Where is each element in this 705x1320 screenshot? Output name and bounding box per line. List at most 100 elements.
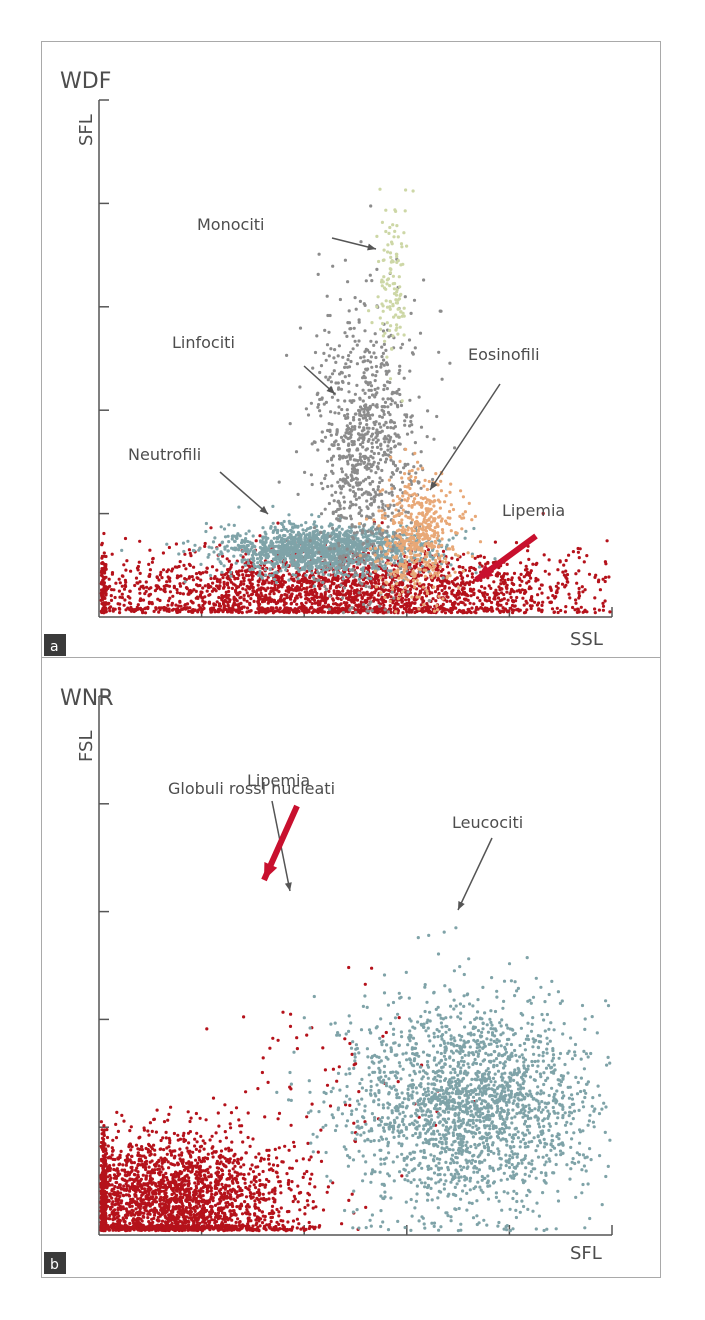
data-point [359,459,364,463]
data-point [493,597,497,601]
data-point [327,501,331,506]
data-point [219,604,223,608]
data-point [138,571,142,576]
data-point [577,596,581,600]
data-point [523,590,527,594]
data-point [343,434,347,438]
data-point [355,546,360,550]
data-point [472,592,476,597]
data-point [104,575,108,579]
data-point [604,575,608,580]
data-point [473,567,477,572]
data-point [342,566,346,570]
data-point [377,451,381,456]
data-point [379,362,383,366]
data-point [233,577,237,581]
data-point [370,609,374,613]
data-point [358,511,362,515]
data-point [174,603,178,607]
data-point [489,605,493,610]
data-point [502,573,506,578]
data-point [337,592,341,596]
data-point [433,590,438,594]
data-point [241,587,245,591]
data-point [371,426,375,431]
data-point [196,584,200,588]
data-point [337,551,341,555]
data-point [435,578,439,582]
data-point [245,591,249,595]
data-point [405,244,409,248]
data-point [363,532,368,536]
data-point [597,608,602,612]
data-point [385,437,389,441]
data-point [172,584,176,589]
data-point [128,596,132,600]
data-point [315,334,319,338]
data-point [296,545,301,549]
data-point [369,384,374,388]
data-points [99,187,612,615]
data-point [175,588,179,592]
data-point [328,534,332,538]
data-point [251,534,255,538]
data-point [340,558,345,562]
data-point [378,414,382,418]
data-point [351,503,355,507]
data-point [104,563,108,567]
data-point [522,575,526,579]
data-point [177,552,181,556]
data-point [123,598,127,602]
data-point [395,552,399,556]
data-point [134,608,138,613]
data-point [284,589,288,593]
data-point [248,568,252,572]
data-point [390,549,394,553]
data-point [312,440,316,444]
data-point [325,294,329,298]
data-point [323,435,328,439]
data-point [133,583,137,588]
data-point [294,589,298,593]
data-point [348,327,352,331]
data-point [396,332,400,336]
data-point [331,463,335,467]
data-point [375,541,380,545]
data-point [103,568,107,573]
data-point [335,603,339,607]
data-point [363,554,367,558]
data-point [323,584,327,589]
data-point [371,456,375,460]
data-point [380,521,384,525]
data-point [395,255,399,259]
data-point [392,391,397,395]
data-point [293,598,297,602]
data-point [376,485,380,489]
data-point [205,589,209,593]
data-point [226,604,230,608]
data-point [463,536,467,540]
data-point [343,481,347,485]
data-point [358,405,363,409]
data-point [463,583,467,587]
data-point [302,531,306,535]
data-point [407,607,411,611]
data-point [487,596,491,600]
data-point [291,530,295,534]
data-point [319,575,323,580]
data-point [275,540,279,544]
data-point [313,520,317,524]
data-point [304,573,308,577]
data-point [342,500,347,504]
data-point [189,599,193,603]
data-point [512,604,516,608]
data-point [430,591,434,595]
data-point [556,568,560,572]
data-point [244,552,248,556]
data-point [102,551,106,555]
data-point [395,391,399,395]
data-point [178,600,182,604]
data-point [112,588,116,592]
data-point [103,603,107,607]
data-point [272,536,276,540]
